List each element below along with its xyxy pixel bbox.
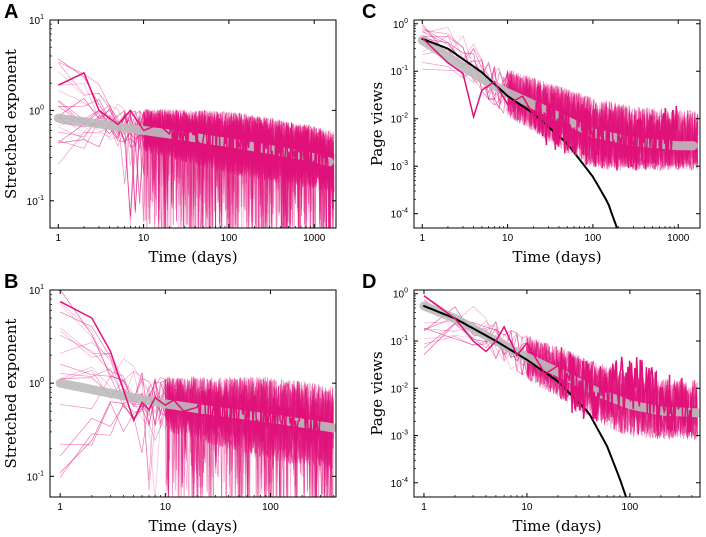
x-axis-label: Time (days) bbox=[512, 517, 601, 535]
series-line-highlighted bbox=[421, 37, 679, 171]
plot-area bbox=[53, 58, 335, 228]
x-tick-label: 100 bbox=[622, 502, 639, 513]
series-line-fit bbox=[417, 35, 698, 151]
plot-area bbox=[417, 23, 699, 228]
y-tick-label: 10-2 bbox=[391, 113, 408, 126]
series-line-fit bbox=[53, 113, 334, 167]
plot-area bbox=[55, 290, 336, 497]
panel-letter: C bbox=[362, 1, 376, 23]
series-line-exponential bbox=[423, 305, 628, 497]
axes-frame bbox=[49, 19, 337, 229]
y-axis-label: Page views bbox=[368, 351, 386, 435]
y-tick-label: 10-4 bbox=[391, 208, 408, 221]
y-tick-label: 10-3 bbox=[391, 430, 408, 443]
series-line-highlighted bbox=[57, 71, 330, 179]
x-tick-label: 1 bbox=[55, 233, 61, 244]
panel-letter: D bbox=[362, 271, 376, 293]
panel-b: 1 10 100 10-1 100 101 Time (days) Stretched exp… bbox=[2, 271, 337, 535]
x-axis-label: Time (days) bbox=[148, 248, 237, 266]
y-axis-label: Page views bbox=[368, 82, 386, 166]
x-tick-label: 10 bbox=[502, 233, 514, 244]
axes-frame bbox=[49, 289, 337, 498]
y-tick-label: 101 bbox=[29, 14, 44, 27]
series-line-fit bbox=[55, 378, 336, 433]
x-axis-label: Time (days) bbox=[148, 517, 237, 535]
x-tick-label: 1 bbox=[419, 233, 425, 244]
y-tick-label: 10-1 bbox=[391, 335, 408, 348]
axes-frame bbox=[413, 289, 701, 498]
panel-a: 1 10 100 1000 10-1 100 101 Time (days) Stretched… bbox=[2, 1, 337, 266]
panel-d: 1 10 100 10-4 10-3 10-2 10-1 100 Time (days) Page… bbox=[362, 271, 701, 535]
series-line-exponential bbox=[421, 37, 619, 228]
x-tick-label: 1 bbox=[57, 502, 63, 513]
x-tick-label: 1000 bbox=[667, 233, 690, 244]
x-tick-label: 10 bbox=[521, 502, 533, 513]
y-tick-label: 101 bbox=[29, 284, 44, 297]
panel-c: 1 10 100 1000 10-4 10-3 10-2 10-1 100 Time (days)… bbox=[362, 1, 701, 266]
y-tick-label: 100 bbox=[29, 377, 44, 390]
x-tick-label: 10 bbox=[138, 233, 150, 244]
y-tick-label: 100 bbox=[29, 104, 44, 117]
y-axis-label: Stretched exponent bbox=[2, 319, 20, 469]
series-line-highlighted bbox=[59, 300, 321, 445]
x-tick-label: 100 bbox=[262, 502, 279, 513]
y-tick-label: 10-3 bbox=[391, 160, 408, 173]
series-line-highlighted bbox=[423, 295, 693, 433]
x-axis-label: Time (days) bbox=[512, 248, 601, 266]
y-tick-label: 10-2 bbox=[391, 382, 408, 395]
y-tick-label: 100 bbox=[393, 18, 408, 31]
x-tick-label: 100 bbox=[221, 233, 238, 244]
x-tick-label: 1 bbox=[421, 502, 427, 513]
x-tick-label: 10 bbox=[160, 502, 172, 513]
panel-letter: B bbox=[4, 271, 18, 293]
y-tick-label: 10-1 bbox=[27, 470, 44, 483]
x-tick-label: 1000 bbox=[303, 233, 326, 244]
panel-letter: A bbox=[4, 1, 18, 23]
axes-frame bbox=[413, 19, 701, 229]
y-tick-label: 10-4 bbox=[391, 477, 408, 490]
y-tick-label: 10-1 bbox=[391, 65, 408, 78]
y-tick-label: 10-1 bbox=[27, 195, 44, 208]
plot-area bbox=[419, 295, 700, 497]
x-tick-label: 100 bbox=[585, 233, 602, 244]
y-tick-label: 100 bbox=[393, 288, 408, 301]
y-axis-label: Stretched exponent bbox=[2, 49, 20, 199]
